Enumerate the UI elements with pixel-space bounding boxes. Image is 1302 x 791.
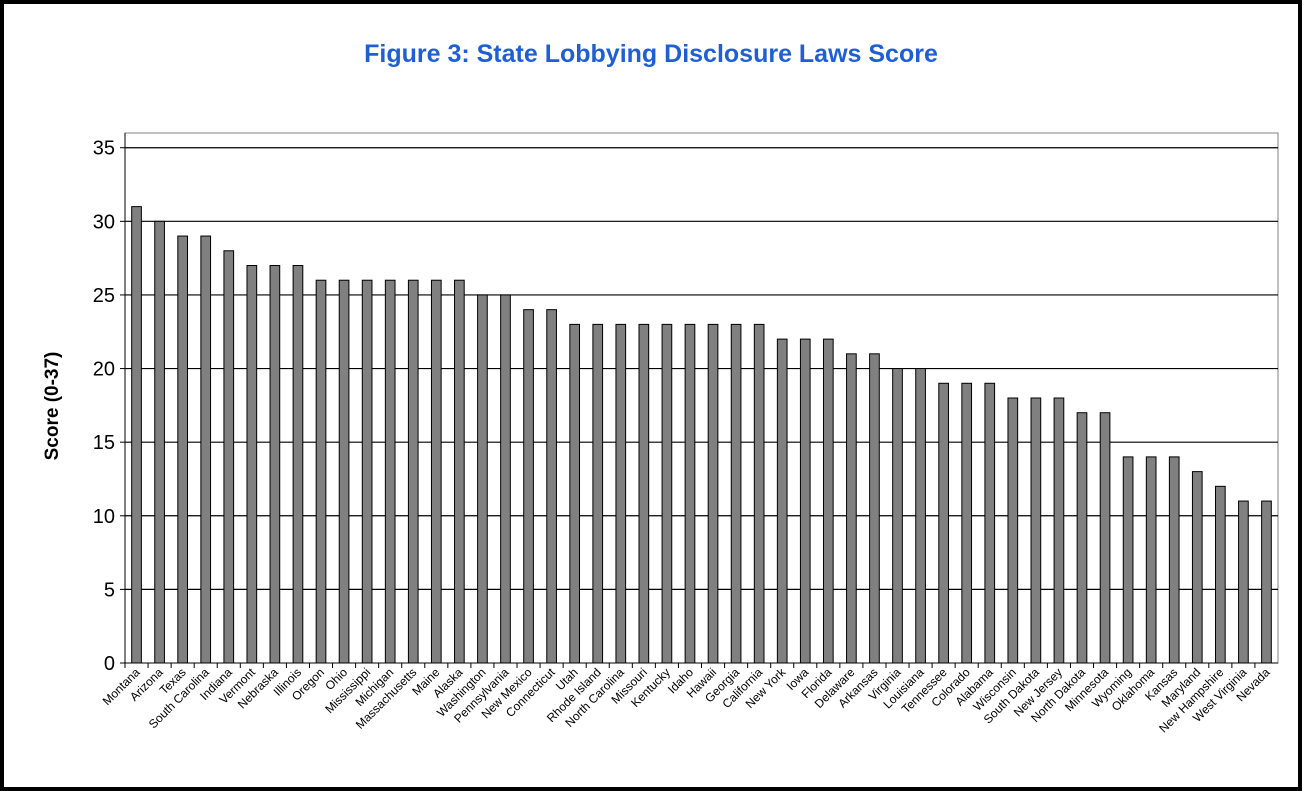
bar [200,235,212,664]
y-tick-label: 0 [104,653,115,675]
bar [315,279,327,664]
bar [938,382,949,664]
bar [246,265,258,664]
bar [1122,456,1134,664]
bar [384,279,396,664]
bar [753,323,765,664]
bar [615,323,627,664]
bar [1261,500,1272,664]
bar [477,294,488,664]
bar [638,323,650,664]
bar [361,279,373,664]
bar [846,353,857,664]
bar [1007,397,1019,664]
y-axis-label: Score (0-37) [42,352,63,461]
bar [338,279,350,664]
bar [154,220,165,664]
bar [822,338,834,664]
y-tick-label: 25 [93,285,115,307]
bar [430,279,442,664]
bar [984,382,996,664]
bar [1053,397,1065,664]
y-tick-labels: 0 5 10 15 20 25 30 35 [93,138,125,675]
bars [131,206,1272,664]
y-tick-label: 15 [93,432,115,454]
bar [776,338,788,664]
bar [454,279,465,664]
bar [1030,397,1042,664]
bar [1215,485,1226,664]
bar [546,309,557,664]
bar [915,368,926,664]
bar [799,338,811,664]
bar [661,323,673,664]
bar [707,323,719,664]
bar [684,323,696,664]
y-tick-label: 20 [93,359,115,381]
bar [223,250,235,664]
y-tick-label: 10 [93,506,115,528]
bar [1099,412,1111,664]
bar [269,265,281,664]
y-tick-label: 35 [93,138,115,160]
y-tick-label: 30 [93,211,115,233]
bar [730,323,742,664]
bar [592,323,604,664]
bar [961,382,973,664]
bar [1191,471,1203,664]
bar [1168,456,1180,664]
bar [1238,500,1249,664]
bar [869,353,880,664]
y-tick-label: 5 [104,579,115,601]
bar [569,323,581,664]
chart-title: Figure 3: State Lobbying Disclosure Laws… [364,40,938,68]
bar [892,368,903,664]
bar [292,265,304,664]
bar [131,206,142,664]
bar [500,294,511,664]
bar [1076,412,1088,664]
bar [407,279,419,664]
bar [1145,456,1157,664]
bar [177,235,188,664]
bar [523,309,534,664]
